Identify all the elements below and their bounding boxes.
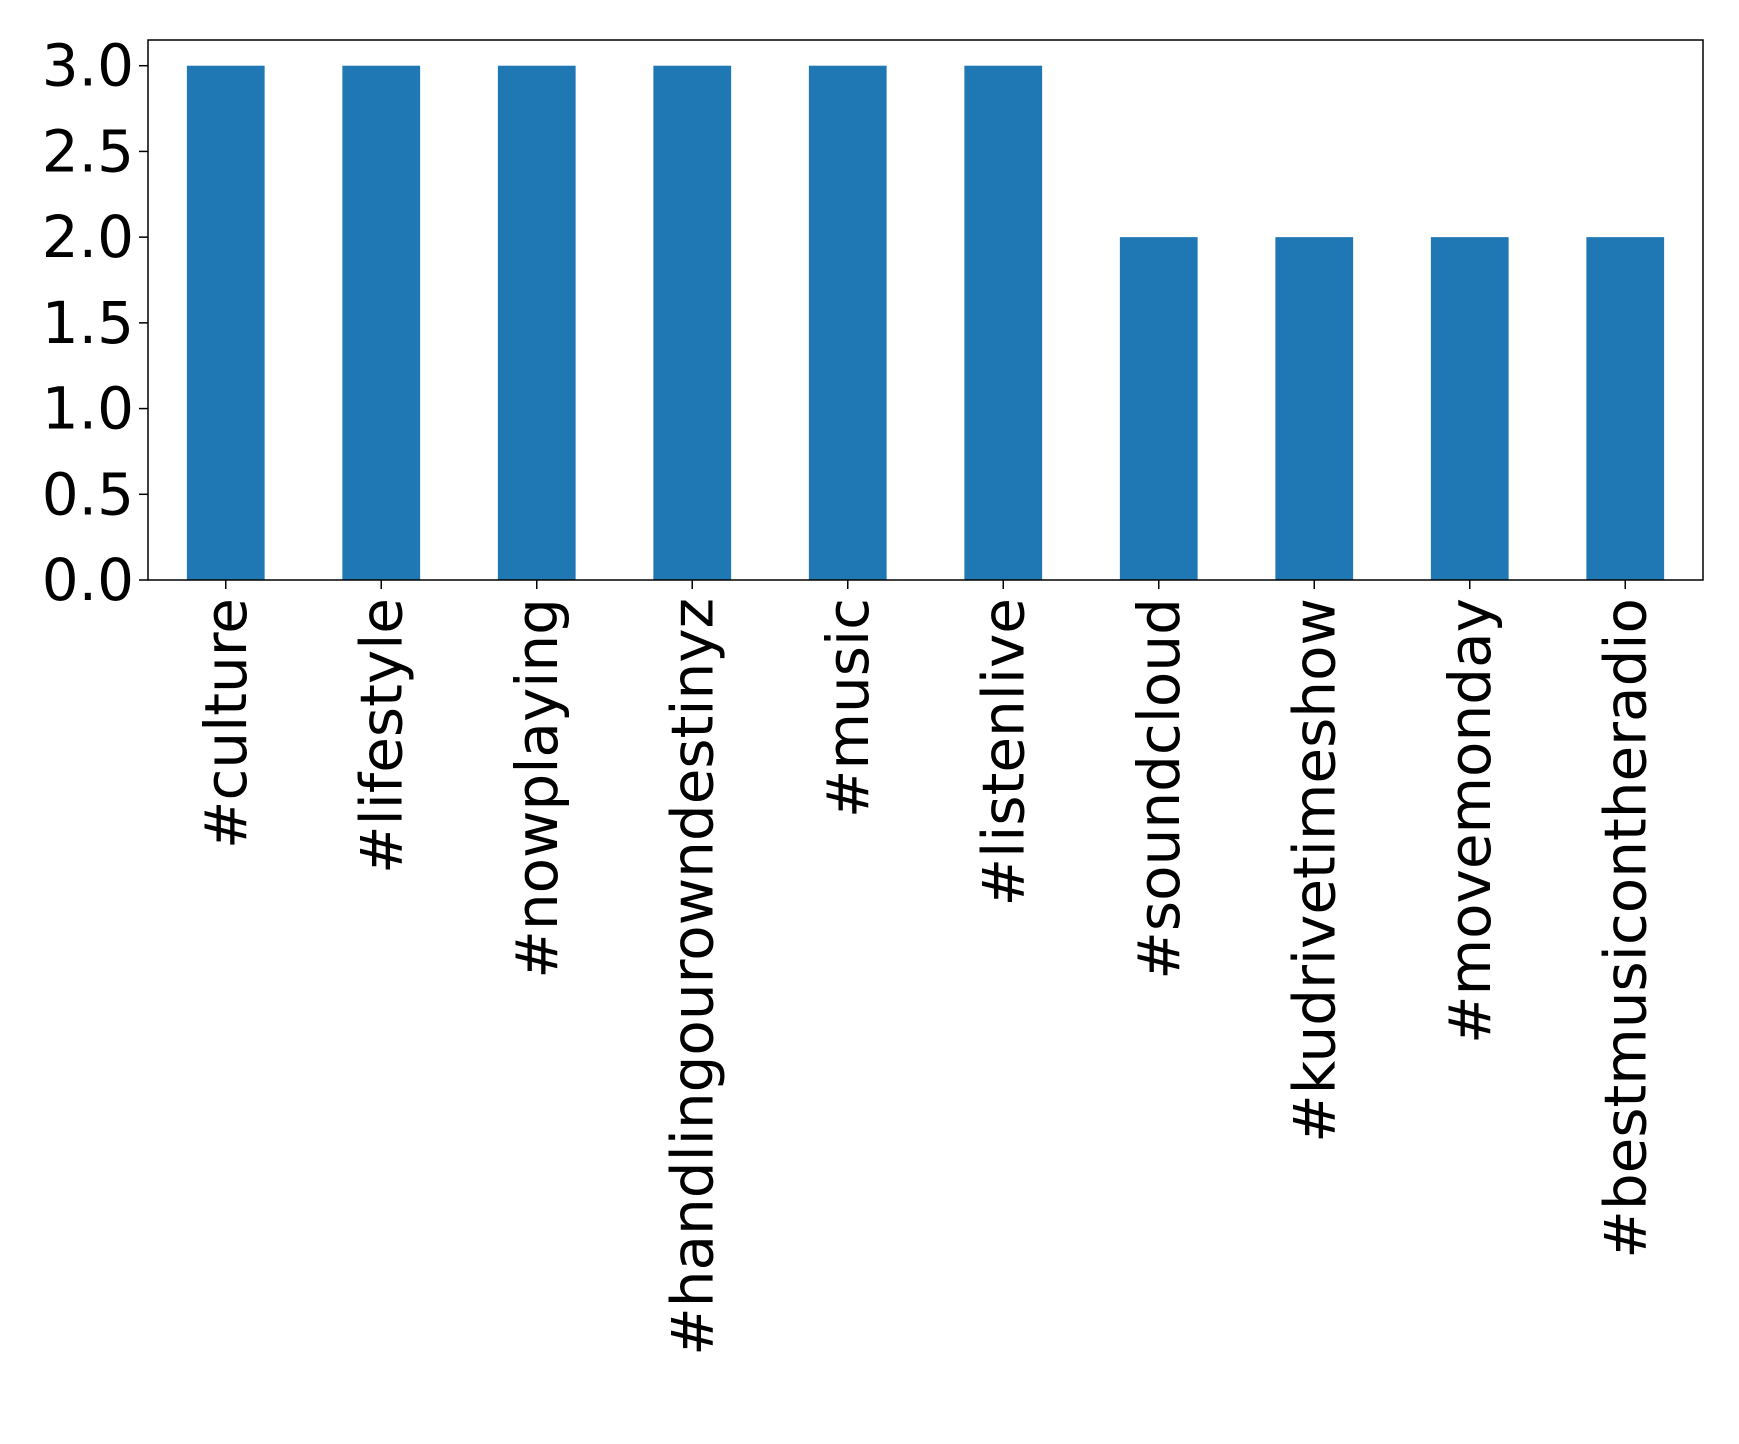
bar-bestmusicontheradio (1586, 237, 1665, 580)
y-tick-label: 3.0 (42, 32, 134, 100)
bar-soundcloud (1119, 237, 1198, 580)
x-tick-label-soundcloud: #soundcloud (1125, 598, 1193, 980)
x-axis: #culture #lifestyle #nowplaying #handlingou… (192, 580, 1659, 1356)
x-tick-label-handlingourowndestinyz: #handlingourowndestinyz (658, 598, 726, 1356)
x-tick-label-lifestyle: #lifestyle (347, 598, 415, 874)
x-tick-label-bestmusicontheradio: #bestmusicontheradio (1591, 598, 1659, 1259)
x-tick-label-movemonday: #movemonday (1436, 598, 1504, 1044)
y-tick-label: 0.0 (42, 546, 134, 614)
bar-lifestyle (342, 65, 421, 580)
x-tick-label-music: #music (814, 598, 882, 818)
bars-layer (186, 65, 1665, 580)
plot-frame (147, 39, 1704, 581)
bar-kudrivetimeshow (1275, 237, 1354, 580)
bar-movemonday (1430, 237, 1509, 580)
x-tick-label-listenlive: #listenlive (969, 598, 1037, 906)
y-tick-label: 1.0 (42, 375, 134, 443)
bar-culture (186, 65, 265, 580)
x-tick-label-kudrivetimeshow: #kudrivetimeshow (1280, 598, 1348, 1143)
x-tick-label-culture: #culture (192, 598, 260, 849)
y-tick-label: 0.5 (42, 460, 134, 528)
bar-listenlive (964, 65, 1043, 580)
y-axis: 0.0 0.5 1.0 1.5 2.0 2.5 3.0 (42, 32, 148, 614)
y-tick-label: 2.5 (42, 117, 134, 185)
bar-nowplaying (497, 65, 576, 580)
bar-music (808, 65, 887, 580)
y-tick-label: 1.5 (42, 289, 134, 357)
bar-handlingourowndestinyz (653, 65, 732, 580)
x-tick-label-nowplaying: #nowplaying (503, 598, 571, 979)
y-tick-label: 2.0 (42, 203, 134, 271)
